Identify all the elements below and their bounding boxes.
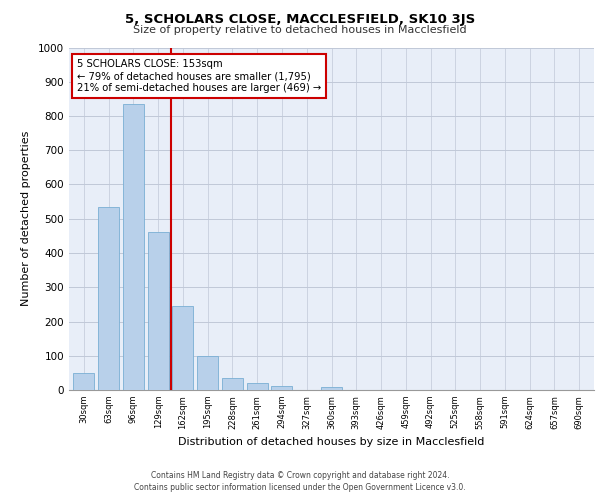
Bar bbox=[123, 104, 144, 390]
Bar bbox=[197, 356, 218, 390]
Bar bbox=[222, 378, 243, 390]
Bar bbox=[247, 383, 268, 390]
Y-axis label: Number of detached properties: Number of detached properties bbox=[21, 131, 31, 306]
Bar bbox=[271, 386, 292, 390]
Bar bbox=[172, 306, 193, 390]
Bar bbox=[73, 373, 94, 390]
Text: 5 SCHOLARS CLOSE: 153sqm
← 79% of detached houses are smaller (1,795)
21% of sem: 5 SCHOLARS CLOSE: 153sqm ← 79% of detach… bbox=[77, 60, 321, 92]
Text: 5, SCHOLARS CLOSE, MACCLESFIELD, SK10 3JS: 5, SCHOLARS CLOSE, MACCLESFIELD, SK10 3J… bbox=[125, 12, 475, 26]
X-axis label: Distribution of detached houses by size in Macclesfield: Distribution of detached houses by size … bbox=[178, 437, 485, 447]
Bar bbox=[98, 207, 119, 390]
Bar bbox=[321, 386, 342, 390]
Text: Contains HM Land Registry data © Crown copyright and database right 2024.
Contai: Contains HM Land Registry data © Crown c… bbox=[134, 471, 466, 492]
Text: Size of property relative to detached houses in Macclesfield: Size of property relative to detached ho… bbox=[133, 25, 467, 35]
Bar bbox=[148, 232, 169, 390]
